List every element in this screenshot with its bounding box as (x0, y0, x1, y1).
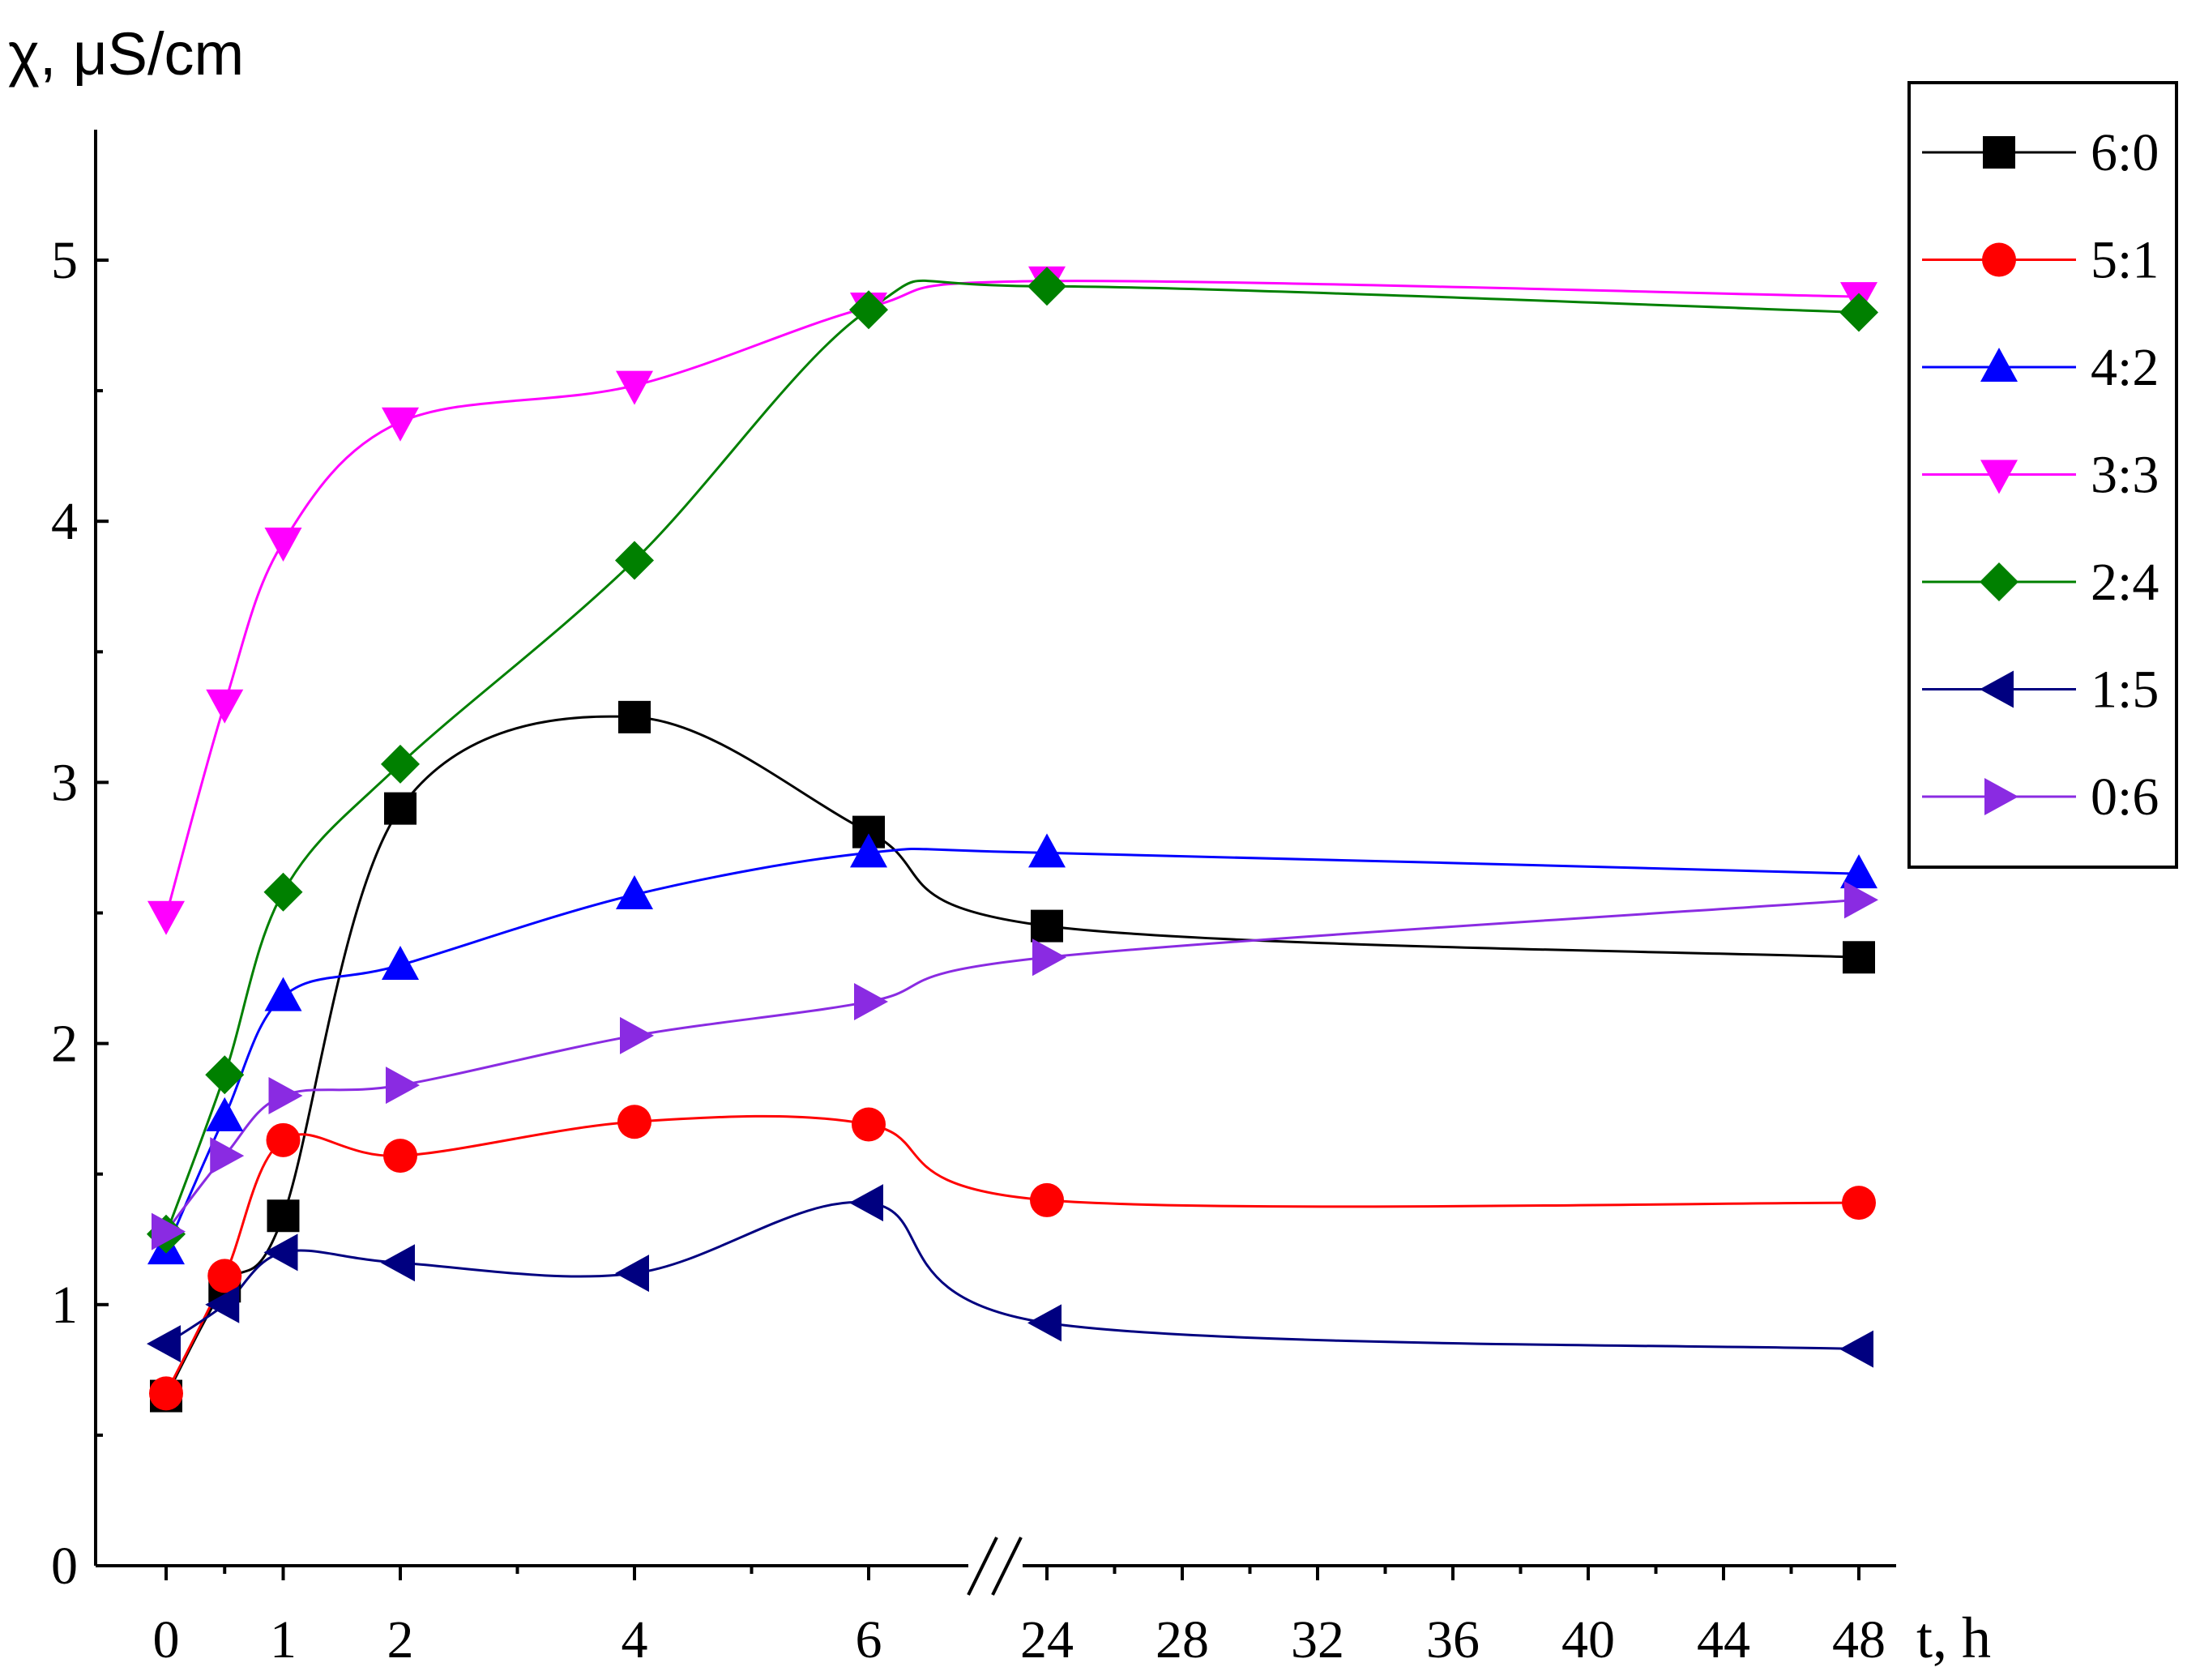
data-point-4-2 (382, 945, 419, 980)
x-tick-label: 32 (1291, 1610, 1344, 1669)
data-point-4-2 (1028, 833, 1066, 868)
data-point-5-1 (207, 1259, 242, 1293)
data-point-3-3 (206, 689, 244, 724)
data-point-4-2 (206, 1096, 244, 1131)
legend-label-1-5: 1:5 (2091, 660, 2159, 720)
x-tick-label: 4 (622, 1610, 648, 1669)
series-line-1-5 (165, 1200, 1860, 1351)
y-tick-label: 0 (51, 1537, 78, 1596)
axis-break-mark (991, 1537, 1023, 1596)
legend-marker-2-4 (1980, 562, 2018, 601)
x-tick-label: 48 (1832, 1610, 1886, 1669)
data-point-2-4 (1027, 267, 1066, 306)
data-point-1-5 (263, 1233, 298, 1272)
series-line-3-3 (164, 280, 1860, 917)
data-point-1-5 (615, 1255, 649, 1293)
legend-marker-4-2 (1980, 348, 2018, 382)
data-point-2-4 (263, 872, 303, 912)
data-point-2-4 (205, 1055, 245, 1095)
data-point-4-2 (850, 833, 887, 868)
data-point-3-3 (382, 407, 419, 442)
y-tick-label: 5 (51, 231, 78, 290)
data-point-5-1 (1030, 1182, 1064, 1217)
data-point-0-6 (1032, 938, 1066, 977)
y-tick-label: 1 (51, 1276, 78, 1335)
data-point-0-6 (268, 1077, 303, 1115)
series-line-2-4 (164, 279, 1860, 1235)
x-tick-label: 24 (1020, 1610, 1074, 1669)
series-line-5-1 (164, 1114, 1860, 1395)
data-point-5-1 (149, 1376, 183, 1411)
x-tick-label: 6 (856, 1610, 882, 1669)
legend-marker-3-3 (1980, 460, 2018, 494)
data-point-1-5 (205, 1285, 240, 1323)
data-point-6-0 (384, 792, 417, 825)
series-line-4-2 (164, 847, 1860, 1250)
data-point-2-4 (1839, 293, 1878, 332)
data-point-4-2 (264, 977, 302, 1011)
data-point-3-3 (147, 900, 185, 935)
data-point-0-6 (620, 1016, 654, 1054)
data-point-4-2 (616, 874, 653, 909)
legend-marker-1-5 (1980, 670, 2014, 708)
x-tick-label: 28 (1156, 1610, 1209, 1669)
data-point-6-0 (1843, 941, 1875, 974)
data-point-1-5 (849, 1184, 883, 1222)
y-tick-label: 4 (51, 492, 78, 551)
data-point-6-0 (267, 1199, 300, 1233)
data-point-1-5 (381, 1244, 415, 1282)
series-line-0-6 (164, 898, 1860, 1233)
data-point-0-6 (210, 1137, 245, 1175)
x-tick-label: 40 (1561, 1610, 1615, 1669)
legend-marker-0-6 (1984, 778, 2018, 815)
axis-break-mark (967, 1537, 998, 1596)
data-point-0-6 (386, 1067, 420, 1105)
y-axis-label: χ, μS/cm (8, 20, 244, 88)
data-point-0-6 (1844, 881, 1878, 919)
data-point-1-5 (1839, 1330, 1873, 1368)
legend-marker-5-1 (1982, 242, 2016, 277)
x-tick-label: 44 (1697, 1610, 1750, 1669)
data-point-2-4 (381, 744, 420, 784)
series-line-6-0 (164, 715, 1860, 1397)
data-point-2-4 (849, 290, 888, 330)
data-point-5-1 (1842, 1186, 1876, 1220)
y-tick-label: 2 (51, 1015, 78, 1074)
data-point-6-0 (1031, 909, 1063, 943)
legend-label-6-0: 6:0 (2091, 123, 2159, 182)
legend-label-5-1: 5:1 (2091, 231, 2159, 290)
legend-label-4-2: 4:2 (2091, 338, 2159, 397)
data-point-5-1 (266, 1122, 301, 1157)
legend-label-2-4: 2:4 (2091, 553, 2159, 612)
x-tick-label: 2 (387, 1610, 414, 1669)
x-tick-label: 1 (270, 1610, 297, 1669)
data-point-3-3 (264, 527, 302, 562)
data-point-5-1 (617, 1105, 651, 1139)
series-markers (147, 266, 1878, 1413)
data-point-2-4 (615, 541, 654, 580)
legend-label-3-3: 3:3 (2091, 446, 2159, 505)
x-tick-label: 0 (153, 1610, 180, 1669)
y-tick-label: 3 (51, 753, 78, 812)
data-point-3-3 (616, 370, 653, 405)
legend-label-0-6: 0:6 (2091, 767, 2159, 827)
data-point-4-2 (1840, 854, 1877, 889)
data-point-5-1 (852, 1107, 886, 1142)
data-point-1-5 (147, 1325, 181, 1363)
data-point-1-5 (1027, 1304, 1062, 1342)
data-point-5-1 (383, 1139, 417, 1173)
data-point-6-0 (618, 700, 651, 733)
x-tick-label: 36 (1426, 1610, 1480, 1669)
data-point-0-6 (854, 983, 888, 1021)
series-curves (164, 279, 1860, 1397)
x-axis-label: t, h (1916, 1605, 1991, 1670)
legend: 6:0 5:1 4:2 3:3 2:4 1:5 0:6 (1907, 81, 2178, 869)
data-point-0-6 (152, 1212, 186, 1250)
legend-marker-6-0 (1983, 136, 2015, 169)
